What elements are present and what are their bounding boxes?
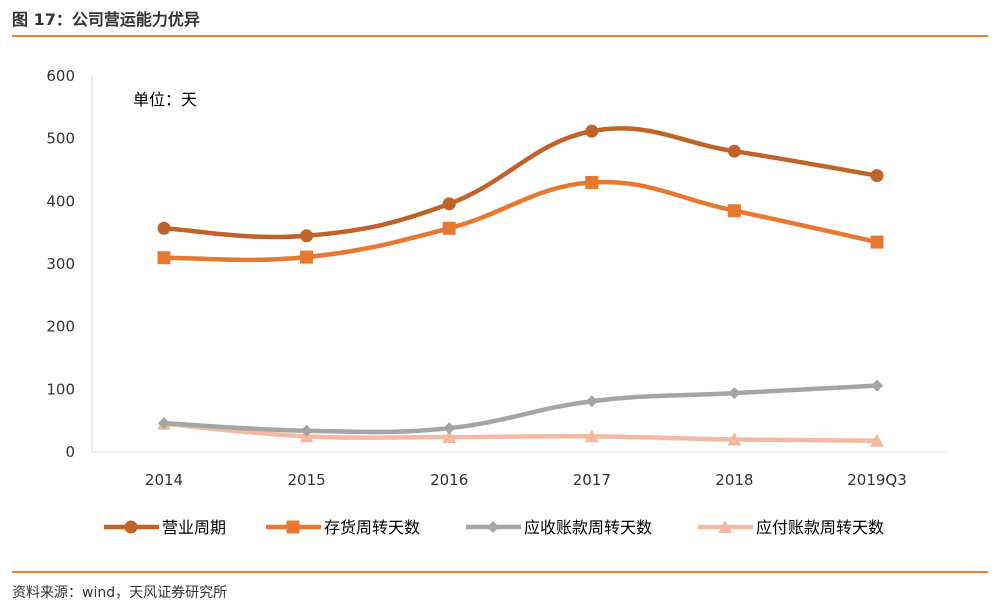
legend-label: 存货周转天数: [324, 518, 420, 537]
data-point: [584, 429, 599, 443]
x-tick-label: 2014: [145, 471, 183, 489]
series-0: [157, 124, 884, 243]
y-tick-label: 200: [46, 318, 75, 336]
y-tick-label: 100: [46, 380, 75, 398]
x-tick-label: 2015: [288, 471, 326, 489]
y-tick-label: 500: [46, 130, 75, 148]
figure-title: 图 17：公司营运能力优异: [12, 10, 200, 29]
series-2: [158, 379, 883, 437]
legend: 营业周期 存货周转天数 应收账款周转天数 应付账款周转天数: [104, 518, 884, 537]
series-1: [157, 176, 884, 265]
y-tick-label: 300: [46, 255, 75, 273]
data-point: [585, 124, 599, 138]
unit-label: 单位：天: [133, 90, 197, 109]
data-point: [300, 229, 314, 243]
data-point: [157, 221, 171, 235]
data-point: [871, 379, 883, 392]
data-point: [442, 221, 456, 235]
data-point: [585, 395, 598, 408]
y-tick-label: 600: [46, 67, 75, 85]
data-point: [157, 251, 171, 265]
data-point: [728, 387, 741, 400]
legend-swatch-marker: [487, 521, 499, 533]
x-axis-ticks: 2014 2015 2016 2017 2018 2019Q3: [145, 471, 907, 489]
legend-label: 应付账款周转天数: [756, 518, 884, 537]
line-chart: 0 100 200 300 400 500 600 2014 2015 2016 2017 2018…: [46, 67, 945, 537]
data-point: [727, 432, 742, 446]
data-point: [300, 250, 314, 264]
legend-swatch-marker: [286, 520, 300, 534]
data-point: [158, 417, 170, 430]
y-axis-ticks: 0 100 200 300 400 500 600: [46, 67, 75, 461]
data-point: [870, 169, 884, 183]
data-point: [585, 176, 599, 190]
x-tick-label: 2016: [430, 471, 468, 489]
legend-item: 应付账款周转天数: [698, 518, 884, 537]
x-tick-label: 2017: [573, 471, 611, 489]
data-point: [727, 204, 741, 218]
title-divider: [12, 35, 988, 37]
chart-axes: [91, 76, 945, 453]
data-point: [727, 144, 741, 158]
data-point: [443, 422, 456, 435]
series-line: [161, 126, 880, 240]
legend-item: 应收账款周转天数: [466, 518, 652, 537]
legend-swatch-marker: [718, 520, 732, 533]
data-point: [442, 429, 457, 443]
data-point: [300, 424, 313, 437]
source-note: 资料来源：wind，天风证券研究所: [12, 585, 228, 601]
legend-item: 存货周转天数: [266, 518, 420, 537]
legend-swatch-marker: [124, 520, 138, 534]
x-tick-label: 2018: [715, 471, 753, 489]
legend-item: 营业周期: [104, 518, 226, 537]
legend-label: 营业周期: [162, 518, 226, 537]
y-tick-label: 400: [46, 192, 75, 210]
footer-divider: [12, 571, 988, 573]
legend-label: 应收账款周转天数: [524, 518, 652, 537]
series-3: [157, 416, 884, 447]
data-point: [870, 433, 884, 447]
series-line: [161, 179, 880, 263]
series-layer: [157, 124, 884, 447]
y-tick-label: 0: [65, 443, 75, 461]
series-line: [161, 421, 880, 443]
series-line: [161, 383, 880, 435]
x-tick-label: 2019Q3: [847, 471, 907, 489]
data-point: [442, 197, 456, 211]
data-point: [870, 235, 884, 249]
